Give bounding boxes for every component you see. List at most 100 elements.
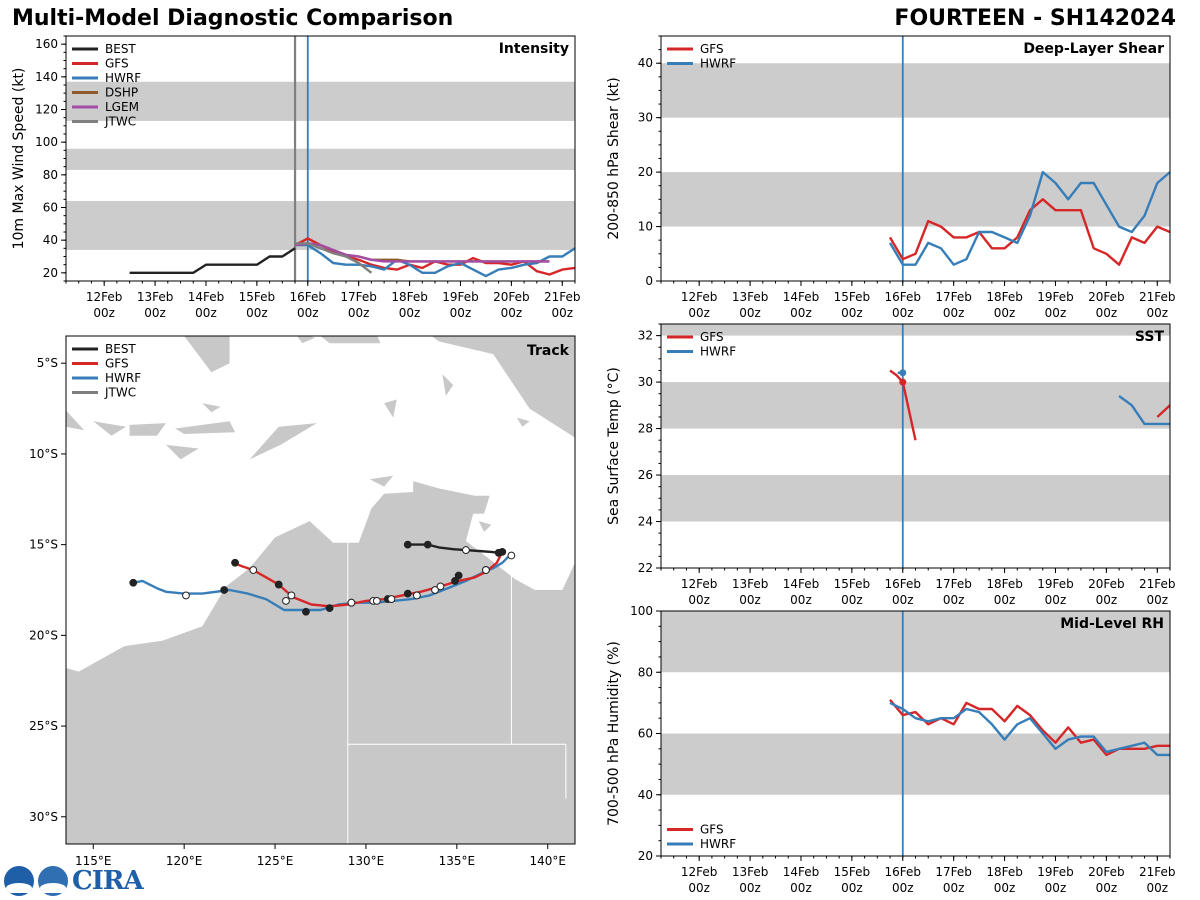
track-marker-hwrf [507,551,516,560]
rh-xtick-label-day: 20Feb [1088,865,1125,879]
shear-ytick-label: 20 [638,165,653,179]
track-marker-best [403,540,412,549]
rh-xtick-label-hour: 00z [688,881,710,895]
shear-xtick-label-day: 12Feb [681,290,718,304]
intensity-xtick-label-day: 14Feb [188,290,225,304]
shear-xtick-label-hour: 00z [1096,306,1118,320]
rh-ylabel: 700-500 hPa Humidity (%) [606,641,622,826]
sst-xtick-label-day: 15Feb [834,577,871,591]
rh-xtick-label-day: 17Feb [935,865,972,879]
intensity-xtick-label-day: 20Feb [493,290,530,304]
shear-xtick-label-day: 20Feb [1088,290,1125,304]
shear-xtick-label-day: 15Feb [834,290,871,304]
sst-xtick-label-day: 20Feb [1088,577,1125,591]
rh-band [661,611,1170,673]
intensity-legend-label-lgem: LGEM [105,100,139,114]
intensity-legend-label-dshp: DSHP [105,86,138,100]
sst-xtick-label-hour: 00z [1096,593,1118,607]
map-island [166,444,199,460]
intensity-band [66,200,575,250]
intensity-xtick-label-hour: 00z [501,306,523,320]
sst-xtick-label-hour: 00z [994,593,1016,607]
track-marker-gfs [436,582,445,591]
sst-series-gfs [1156,404,1170,418]
map-island [320,336,381,344]
sst-xtick-label-day: 19Feb [1037,577,1074,591]
sst-title: SST [1135,329,1165,345]
map-island [297,336,315,344]
sst-series-hwrf [1118,395,1170,426]
intensity-xtick-label-hour: 00z [551,306,573,320]
shear-ytick-label: 40 [638,56,653,70]
rh-xtick-label-hour: 00z [841,881,863,895]
track-xtick-label: 140°E [529,854,566,868]
track-xtick-label: 130°E [348,854,385,868]
track-marker-hwrf [482,566,490,574]
sst-band [661,324,1170,336]
intensity-xtick-label-day: 16Feb [290,290,327,304]
intensity-xtick-label-day: 19Feb [442,290,479,304]
intensity-xtick-label-hour: 00z [399,306,421,320]
rh-xtick-label-day: 12Feb [681,865,718,879]
intensity-ylabel: 10m Max Wind Speed (kt) [11,68,27,250]
shear-panel: 0 10 20 30 40 12Feb 00z 13Feb 00z 14Feb 00z 15Feb 00… [606,35,1176,320]
shear-xtick-label-day: 21Feb [1139,290,1176,304]
map-island [175,421,236,434]
sst-ytick-label: 22 [638,561,653,575]
track-marker-gfs [231,558,239,567]
track-marker-hwrf [129,578,138,587]
shear-xtick-label-day: 18Feb [986,290,1023,304]
intensity-plot-area [66,36,575,281]
track-legend-label-jtwc: JTWC [104,386,136,400]
rh-xtick-label-hour: 00z [1096,881,1118,895]
rh-ytick-label: 100 [630,604,653,618]
figure-title: Multi-Model Diagnostic Comparison [12,6,454,31]
intensity-xtick-label-hour: 00z [297,306,319,320]
intensity-ytick-label: 100 [35,135,58,149]
track-panel: 115°E 120°E 125°E 130°E 135°E 140°E 5°S 10°S 15°… [29,335,576,868]
track-marker-gfs [454,571,463,580]
track-ytick-label: 20°S [29,628,58,642]
sst-series-gfs [889,369,917,441]
track-legend-label-best: BEST [105,342,136,356]
track-marker-gfs [403,589,412,598]
track-ytick-label: 15°S [29,538,58,552]
rh-xtick-label-day: 18Feb [986,865,1023,879]
track-marker-best [423,540,432,549]
shear-xtick-label-hour: 00z [688,306,710,320]
sst-xtick-label-hour: 00z [841,593,863,607]
rh-xtick-label-day: 21Feb [1139,865,1176,879]
sst-marker-gfs [899,378,907,386]
track-title: Track [527,343,570,359]
rh-xtick-label-hour: 00z [1045,881,1067,895]
sst-xtick-label-hour: 00z [943,593,965,607]
rh-panel: 20 40 60 80 100 12Feb 00z 13Feb 00z 14Feb 00z 15Feb… [606,604,1176,895]
cira-logo: CIRA [4,866,144,896]
rh-ytick-label: 80 [638,665,653,679]
track-xtick-label: 120°E [166,854,203,868]
sst-xtick-label-day: 18Feb [986,577,1023,591]
sst-ylabel: Sea Surface Temp (°C) [606,367,622,525]
rh-xtick-label-hour: 00z [739,881,761,895]
rh-xtick-label-day: 19Feb [1037,865,1074,879]
map-island [384,399,397,418]
intensity-xtick-label-hour: 00z [93,306,115,320]
map-new-guinea [384,336,575,438]
shear-xtick-label-hour: 00z [994,306,1016,320]
map-island [129,423,166,436]
shear-band [661,172,1170,227]
intensity-ytick-label: 60 [43,201,58,215]
sst-xtick-label-hour: 00z [688,593,710,607]
rh-xtick-label-hour: 00z [790,881,812,895]
intensity-panel: 20 40 60 80 100 120 140 160 12Feb 00z 13Feb 00z 14Fe… [11,35,581,320]
track-series-gfs [232,551,504,608]
track-xtick-label: 115°E [75,854,112,868]
intensity-legend-label-best: BEST [105,42,136,56]
map-island [442,374,454,396]
track-legend-label-hwrf: HWRF [105,371,141,385]
rh-xtick-label-day: 13Feb [732,865,769,879]
shear-series-gfs [888,198,1170,266]
intensity-ytick-label: 120 [35,103,58,117]
rh-plot-area [661,611,1170,856]
rh-legend-label-gfs: GFS [700,823,724,837]
